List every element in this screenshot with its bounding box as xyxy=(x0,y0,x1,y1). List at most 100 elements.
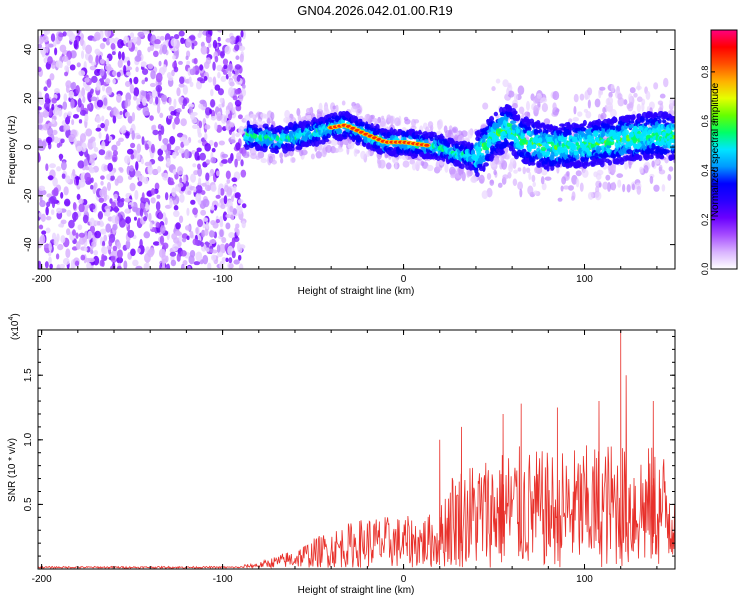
noise-blob xyxy=(227,245,234,256)
noise-blob xyxy=(56,166,62,172)
noise-blob xyxy=(79,133,87,143)
noise-blob xyxy=(55,253,60,260)
halo-blob xyxy=(598,182,602,188)
noise-blob xyxy=(136,134,142,140)
noise-blob xyxy=(70,262,75,269)
noise-blob xyxy=(136,36,142,46)
halo-blob xyxy=(610,163,616,174)
halo-blob xyxy=(394,163,398,170)
noise-blob xyxy=(88,54,93,64)
noise-blob xyxy=(84,166,90,171)
noise-blob xyxy=(234,44,240,52)
noise-blob xyxy=(179,76,185,84)
halo-blob xyxy=(386,114,392,123)
halo-blob xyxy=(579,93,585,101)
halo-blob xyxy=(628,159,632,169)
halo-blob xyxy=(560,185,564,192)
cyan-blob xyxy=(532,143,537,150)
halo-blob xyxy=(394,117,401,127)
halo-blob xyxy=(599,86,606,91)
noise-blob xyxy=(210,219,216,226)
noise-blob xyxy=(86,262,92,269)
halo-blob xyxy=(587,191,594,200)
noise-blob xyxy=(74,260,80,267)
noise-blob xyxy=(195,227,199,235)
noise-blob xyxy=(61,173,66,179)
noise-blob xyxy=(203,61,210,69)
noise-blob xyxy=(91,241,97,248)
noise-blob xyxy=(59,44,67,53)
noise-blob xyxy=(48,242,52,252)
noise-blob xyxy=(50,33,56,42)
halo-blob xyxy=(573,93,579,103)
noise-blob xyxy=(82,214,89,224)
halo-blob xyxy=(573,106,577,115)
noise-blob xyxy=(70,82,75,90)
noise-blob xyxy=(135,161,139,171)
halo-blob xyxy=(645,90,651,100)
halo-blob xyxy=(567,185,574,191)
halo-blob xyxy=(541,182,547,191)
ridge-blob xyxy=(657,118,662,124)
noise-blob xyxy=(43,86,48,92)
noise-blob xyxy=(158,212,163,220)
noise-blob xyxy=(60,161,67,171)
noise-blob xyxy=(90,61,97,66)
ridge-blob xyxy=(359,121,366,127)
ridge-blob xyxy=(446,142,451,149)
halo-blob xyxy=(628,93,633,102)
noise-blob xyxy=(119,126,127,134)
noise-blob xyxy=(59,263,66,269)
noise-blob xyxy=(63,93,68,102)
noise-blob xyxy=(78,70,86,77)
ridge-blob xyxy=(490,153,495,159)
noise-blob xyxy=(93,182,98,190)
noise-blob xyxy=(99,188,106,198)
noise-blob xyxy=(75,85,80,94)
ridge-blob xyxy=(531,155,536,163)
halo-blob xyxy=(482,102,489,110)
ridge-blob xyxy=(659,154,665,160)
halo-blob xyxy=(460,130,468,138)
ridge-blob xyxy=(672,149,675,154)
noise-blob xyxy=(178,148,185,154)
noise-blob xyxy=(234,158,238,168)
noise-blob xyxy=(220,204,226,210)
noise-blob xyxy=(234,64,242,70)
halo-blob xyxy=(636,185,642,195)
noise-blob xyxy=(217,251,224,258)
noise-blob xyxy=(111,51,116,56)
noise-blob xyxy=(156,104,161,114)
noise-blob xyxy=(173,66,179,73)
ridge-blob xyxy=(564,148,569,155)
noise-blob xyxy=(99,68,105,77)
noise-blob xyxy=(95,127,102,132)
halo-blob xyxy=(541,102,548,113)
noise-blob xyxy=(87,104,91,111)
halo-blob xyxy=(491,86,496,92)
cyan-blob xyxy=(526,145,532,152)
noise-blob xyxy=(101,246,108,255)
noise-blob xyxy=(136,97,140,106)
noise-blob xyxy=(183,149,190,159)
noise-blob xyxy=(181,237,187,243)
ridge-blob xyxy=(626,149,633,155)
ridge-blob xyxy=(609,125,617,131)
noise-blob xyxy=(176,253,181,262)
ridge-blob xyxy=(496,140,503,145)
ridge-blob xyxy=(290,146,295,152)
noise-blob xyxy=(45,227,51,234)
noise-blob xyxy=(105,64,110,71)
halo-blob xyxy=(489,179,495,186)
noise-blob xyxy=(205,247,210,252)
noise-blob xyxy=(38,152,41,163)
noise-blob xyxy=(207,185,211,192)
noise-blob xyxy=(129,84,135,94)
noise-blob xyxy=(217,36,221,42)
halo-blob xyxy=(575,170,582,177)
noise-blob xyxy=(186,207,190,217)
noise-blob xyxy=(124,208,130,214)
noise-blob xyxy=(180,263,185,269)
halo-blob xyxy=(512,178,518,187)
ridge-blob xyxy=(670,116,675,123)
